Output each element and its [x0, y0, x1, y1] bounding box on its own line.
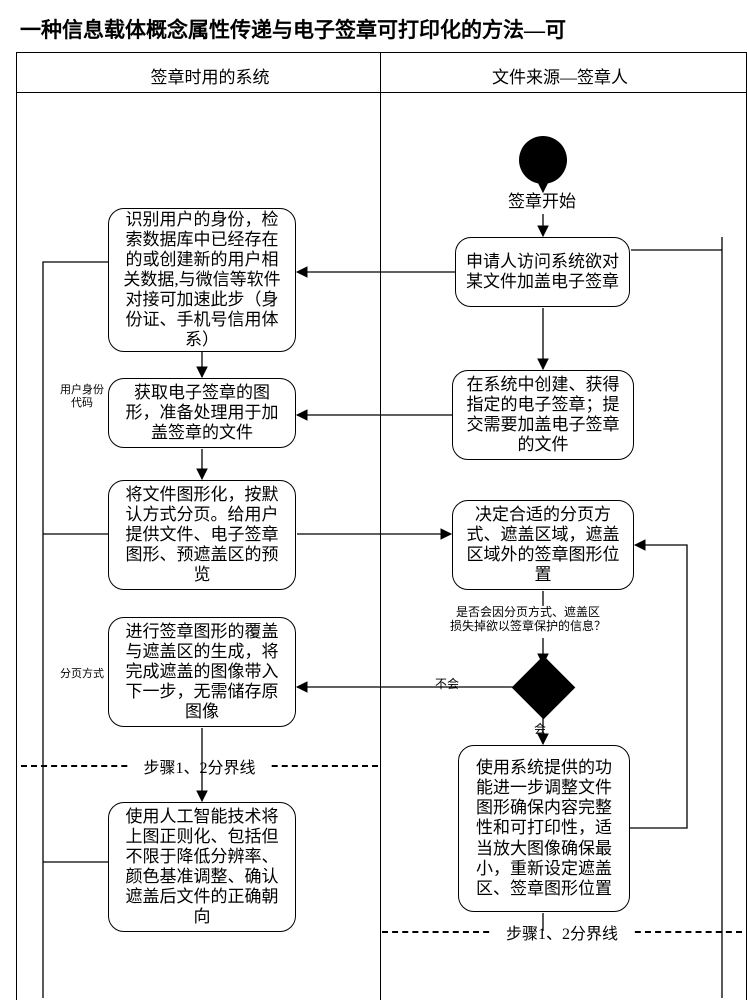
edges-layer [0, 0, 747, 1000]
diagram-canvas: 一种信息载体概念属性传递与电子签章可打印化的方法—可 签章时用的系统 文件来源—… [0, 0, 747, 1000]
